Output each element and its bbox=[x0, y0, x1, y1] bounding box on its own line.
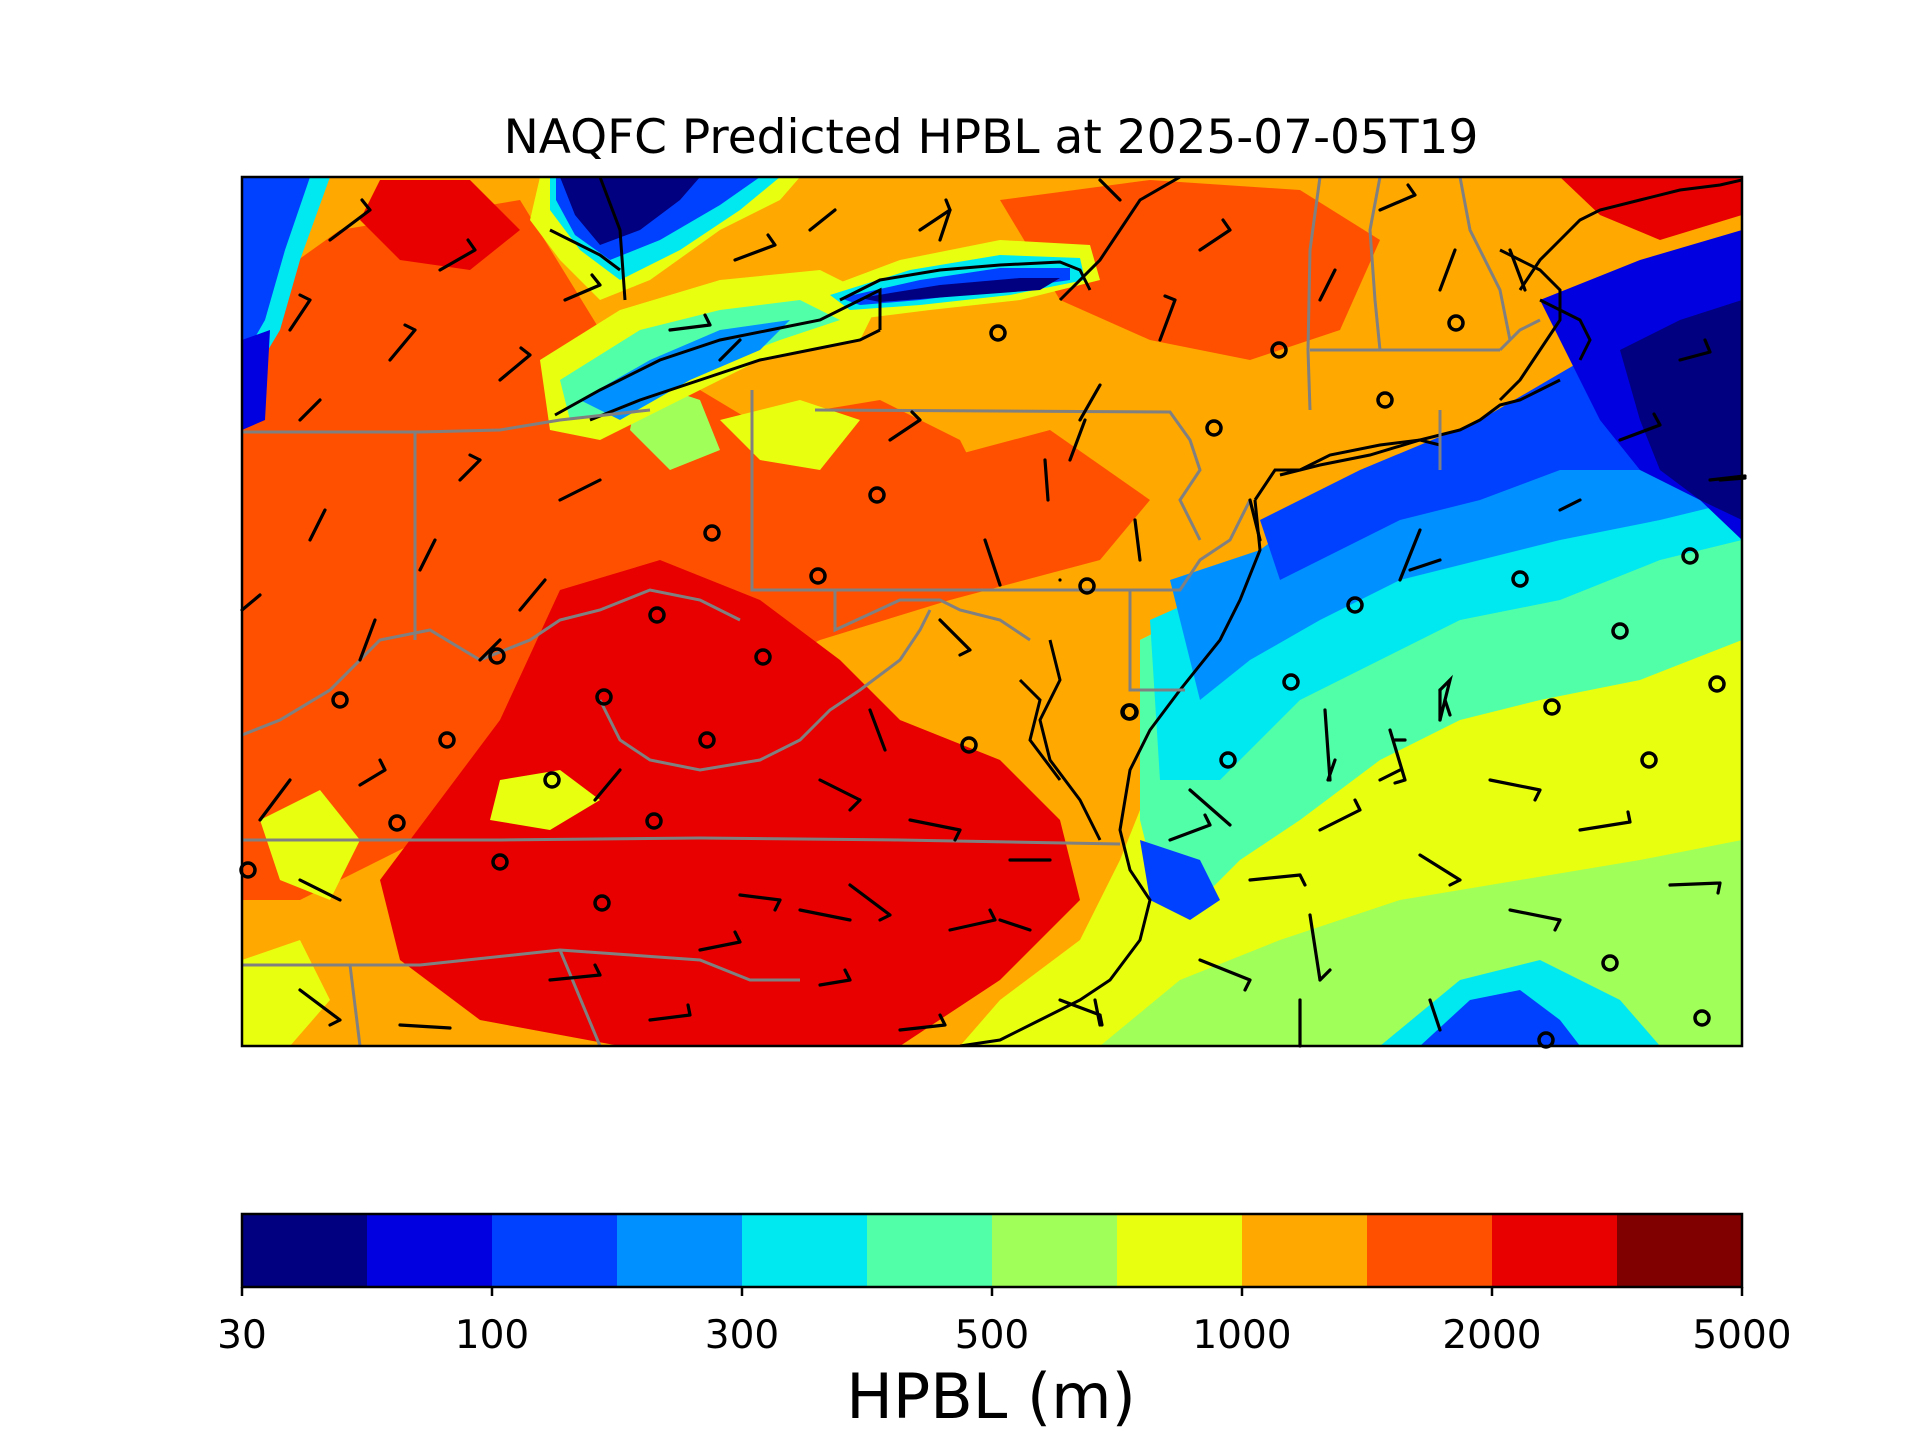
colorbar-segment bbox=[492, 1214, 618, 1287]
colorbar-segment bbox=[1492, 1214, 1618, 1287]
colorbar-tick-label: 500 bbox=[954, 1313, 1030, 1358]
colorbar-tick-label: 100 bbox=[454, 1313, 530, 1358]
colorbar-segment bbox=[742, 1214, 868, 1287]
colorbar-tick-label: 300 bbox=[704, 1313, 780, 1358]
state-borders bbox=[242, 177, 1541, 1046]
coastlines bbox=[549, 177, 1742, 1046]
plot-title: NAQFC Predicted HPBL at 2025-07-05T19 bbox=[503, 110, 1479, 165]
colorbar-tick-label: 1000 bbox=[1192, 1313, 1292, 1358]
map-frame bbox=[240, 175, 1744, 1048]
colorbar-segment bbox=[242, 1214, 368, 1287]
colorbar-segment bbox=[367, 1214, 493, 1287]
colorbar-label: HPBL (m) bbox=[846, 1360, 1136, 1433]
colorbar-segment bbox=[1242, 1214, 1368, 1287]
calm-circles bbox=[239, 314, 1726, 1049]
colorbar bbox=[242, 1214, 1743, 1287]
colorbar-segment bbox=[1617, 1214, 1743, 1287]
colorbar-ticks bbox=[240, 1287, 1744, 1296]
colorbar-tick-label: 2000 bbox=[1442, 1313, 1542, 1358]
colorbar-segment bbox=[1117, 1214, 1243, 1287]
colorbar-segment bbox=[1367, 1214, 1493, 1287]
colorbar-segment bbox=[867, 1214, 993, 1287]
hpbl-field bbox=[242, 177, 1742, 1046]
colorbar-segment bbox=[617, 1214, 743, 1287]
colorbar-segment bbox=[992, 1214, 1118, 1287]
colorbar-tick-label: 5000 bbox=[1692, 1313, 1792, 1358]
colorbar-tick-label: 30 bbox=[217, 1313, 267, 1358]
